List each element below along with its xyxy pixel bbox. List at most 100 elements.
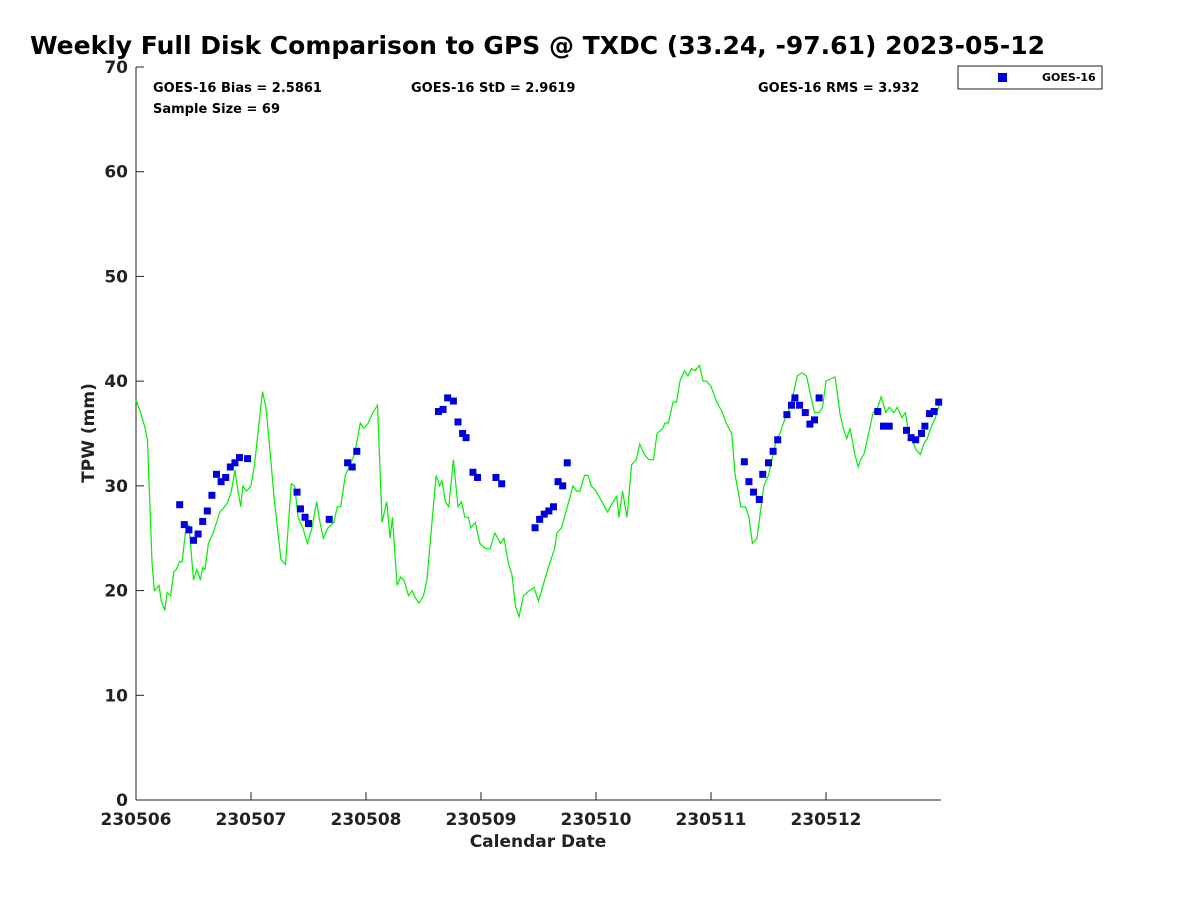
goes16-point [213,470,220,478]
goes16-point [536,515,544,523]
goes16-point [301,513,309,521]
y-tick-label: 60 [104,163,128,183]
legend: GOES-16 [957,65,1103,90]
legend-marker [998,73,1007,82]
goes16-point [236,454,243,462]
goes16-point [750,488,758,496]
x-tick-label: 230508 [331,810,402,830]
goes16-point [180,521,188,529]
goes16-point [353,447,361,455]
y-tick-label: 20 [104,582,128,602]
goes16-point [244,455,252,463]
goes16-point [444,394,452,402]
goes16-point [559,482,567,490]
goes16-point [222,473,230,481]
x-tick-label: 230510 [561,810,632,830]
goes16-point [203,507,211,515]
legend-label: GOES-16 [1042,71,1096,84]
goes16-point [755,495,763,503]
goes16-point [815,394,823,402]
goes16-point [907,434,915,442]
goes16-point [293,488,301,496]
goes16-point [185,526,193,534]
goes16-point [563,459,571,467]
goes16-point [917,430,925,437]
goes16-point [231,459,239,467]
goes16-point [325,515,333,523]
goes16-point [930,408,938,416]
goes16-point [454,418,462,426]
plot-frame [136,67,941,800]
plot-area [135,67,941,801]
y-ticks: 0 10 20 30 40 50 60 70 [104,58,144,811]
y-tick-label: 50 [104,267,128,287]
goes16-point [199,517,207,525]
y-tick-label: 30 [104,477,128,497]
goes16-point [759,470,767,478]
goes16-point [226,463,234,471]
goes16-point [474,473,482,481]
goes16-point [796,401,804,409]
goes16-point [344,459,352,467]
goes16-point [921,422,929,430]
goes16-point [554,478,562,486]
goes16-point [498,480,506,488]
goes16-point [540,510,548,518]
goes16-point [459,430,467,437]
goes16-point [874,408,882,416]
x-tick-label: 230511 [676,810,747,830]
y-axis-label: TPW (mm) [79,383,99,483]
gps-series [135,364,941,620]
goes16-point [449,397,457,405]
gps-line [135,364,941,620]
y-tick-label: 10 [104,686,128,706]
goes16-point [745,478,753,486]
y-tick-label: 0 [116,791,128,811]
goes16-point [492,473,500,481]
goes16-point [926,410,933,418]
goes16-point [774,436,782,444]
goes16-point [296,505,304,513]
goes16-point [217,478,225,486]
goes16-point [434,408,442,416]
goes16-point [545,507,553,515]
goes16-point [903,426,910,434]
goes16-point [348,463,356,471]
x-tick-label: 230507 [216,810,287,830]
goes16-point [783,411,791,419]
goes16-point [791,394,799,402]
x-ticks: 230506 230507 230508 230509 230510 230511 2305… [101,792,862,830]
goes16-series [176,394,943,544]
goes16-point [885,422,893,430]
rms-stat: GOES-16 RMS = 3.932 [758,81,919,96]
goes16-point [462,434,470,442]
goes16-point [208,491,216,499]
x-tick-label: 230512 [791,810,862,830]
goes16-point [912,436,920,444]
goes16-point [765,459,772,467]
x-tick-label: 230509 [446,810,517,830]
goes16-point [549,503,557,511]
goes16-point [880,422,887,430]
sample-size-stat: Sample Size = 69 [153,102,280,117]
goes16-point [176,501,184,509]
goes16-point [740,458,748,466]
goes16-point [801,409,809,417]
y-tick-label: 40 [104,372,128,392]
goes16-point [769,447,777,455]
goes16-point [190,536,197,544]
goes16-point [305,520,312,528]
x-tick-label: 230506 [101,810,172,830]
goes16-point [531,524,539,532]
y-tick-label: 70 [104,58,128,78]
bias-stat: GOES-16 Bias = 2.5861 [153,81,322,96]
goes16-point [806,420,814,428]
x-axis-label: Calendar Date [470,832,607,852]
goes16-point [935,398,943,406]
goes16-point [469,468,477,476]
goes16-point [439,405,447,413]
goes16-point [811,416,818,424]
goes16-point [788,401,795,409]
goes16-point [194,530,202,538]
